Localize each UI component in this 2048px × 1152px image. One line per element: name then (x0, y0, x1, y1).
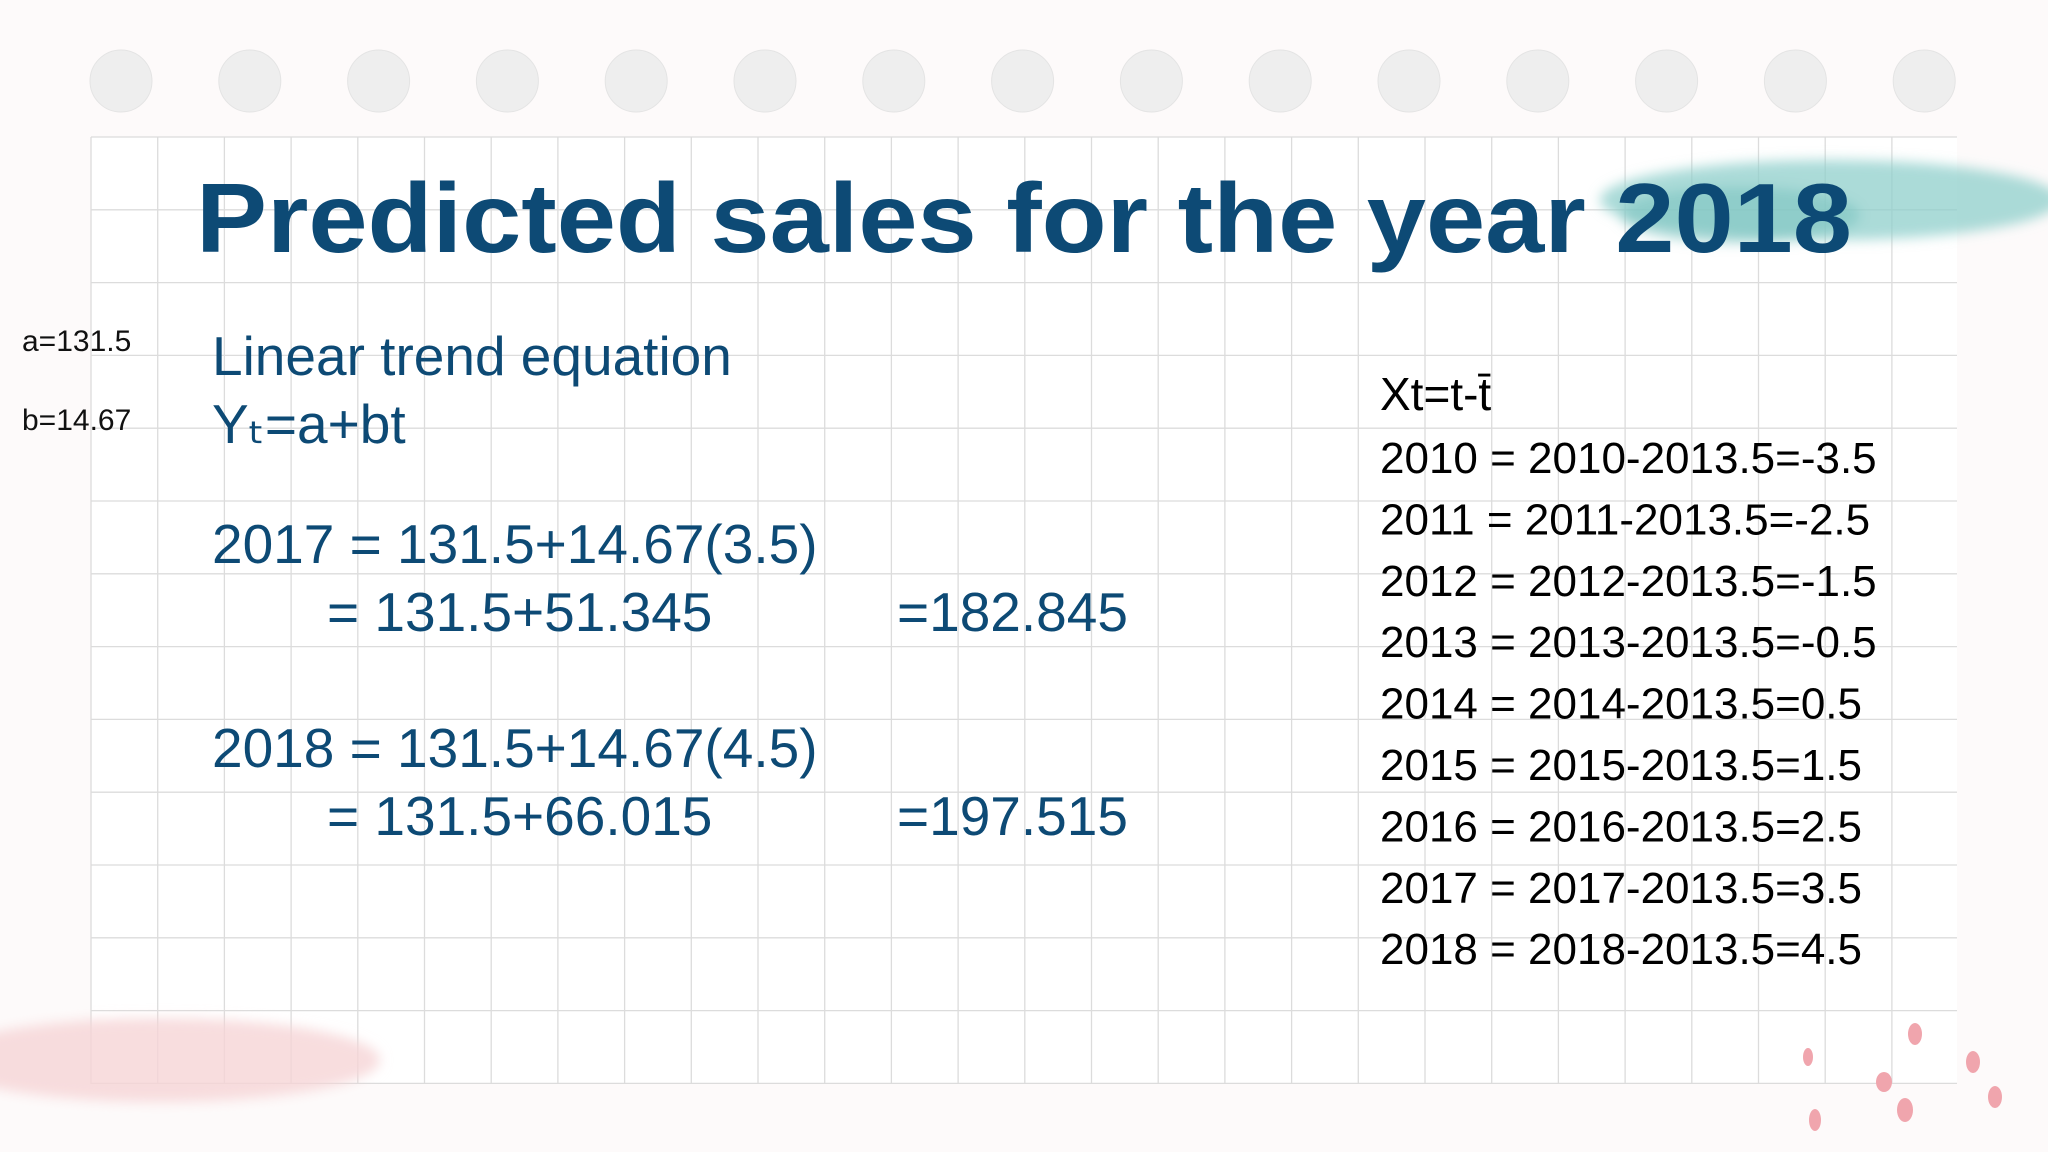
prediction-line: 2017 = 131.5+14.67(3.5) (212, 513, 818, 575)
coding-row: 2014 = 2014-2013.5=0.5 (1380, 680, 1862, 729)
pink-dots (1803, 1023, 2002, 1131)
punch-hole (218, 49, 282, 113)
pink-brush (0, 1018, 380, 1102)
coding-row: 2010 = 2010-2013.5=-3.5 (1380, 434, 1877, 483)
punch-hole (1635, 49, 1699, 113)
punch-hole (733, 49, 797, 113)
punch-hole (89, 49, 153, 113)
coding-row: 2012 = 2012-2013.5=-1.5 (1380, 557, 1877, 606)
grid (90, 136, 1957, 1085)
paper (91, 137, 1957, 1084)
punch-hole (1892, 49, 1956, 113)
equation-formula: Yₜ=a+bt (212, 393, 406, 455)
prediction-result: =182.845 (897, 581, 1128, 643)
coding-heading: Xt=t-t̄ (1380, 368, 1491, 420)
punch-hole (1506, 49, 1570, 113)
coding-row: 2018 = 2018-2013.5=4.5 (1380, 925, 1862, 974)
equation-heading: Linear trend equation (212, 325, 732, 387)
punch-hole (1119, 49, 1183, 113)
title: Predicted sales for the year 2018 (196, 163, 1852, 273)
coding-row: 2013 = 2013-2013.5=-0.5 (1380, 618, 1877, 667)
punch-hole (347, 49, 411, 113)
punch-holes (89, 49, 1956, 113)
parameter: b=14.67 (22, 404, 131, 437)
punch-hole (475, 49, 539, 113)
prediction-result: =197.515 (897, 785, 1128, 847)
teal-brush (1600, 160, 2048, 243)
coding-row: 2017 = 2017-2013.5=3.5 (1380, 864, 1862, 913)
coding-row: 2011 = 2011-2013.5=-2.5 (1380, 495, 1870, 544)
punch-hole (604, 49, 668, 113)
punch-hole (991, 49, 1055, 113)
parameter: a=131.5 (22, 325, 131, 358)
coding-row: 2016 = 2016-2013.5=2.5 (1380, 802, 1862, 851)
prediction-line: = 131.5+66.015 (327, 785, 712, 847)
punch-hole (1763, 49, 1827, 113)
punch-hole (862, 49, 926, 113)
prediction-line: 2018 = 131.5+14.67(4.5) (212, 717, 818, 779)
prediction-line: = 131.5+51.345 (327, 581, 712, 643)
punch-hole (1248, 49, 1312, 113)
coding-row: 2015 = 2015-2013.5=1.5 (1380, 741, 1862, 790)
punch-hole (1377, 49, 1441, 113)
